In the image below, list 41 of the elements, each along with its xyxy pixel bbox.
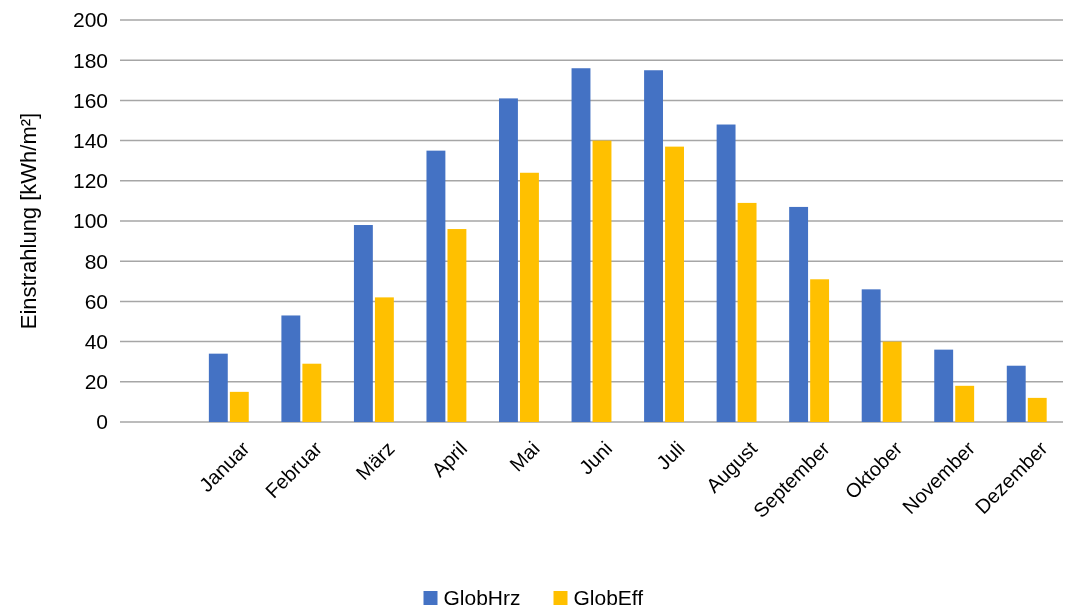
legend-label: GlobEff xyxy=(573,586,644,610)
y-tick-label: 140 xyxy=(72,128,108,152)
y-tick-label: 60 xyxy=(84,289,108,313)
y-tick-label: 160 xyxy=(72,88,108,112)
bar xyxy=(644,70,663,422)
bar xyxy=(571,68,591,422)
bar xyxy=(520,172,539,422)
y-tick-label: 120 xyxy=(72,169,108,193)
x-tick-label: Mai xyxy=(505,437,544,476)
bar xyxy=(934,349,954,422)
bar xyxy=(281,315,301,422)
x-tick-label: Juni xyxy=(574,437,617,479)
bar xyxy=(737,202,757,422)
bar xyxy=(810,279,830,422)
bar xyxy=(499,98,518,422)
bar xyxy=(353,225,373,422)
bar xyxy=(861,289,881,422)
bar xyxy=(665,146,684,422)
bar xyxy=(955,385,975,422)
y-tick-label: 0 xyxy=(96,410,108,434)
y-tick-label: 180 xyxy=(72,48,108,72)
bar xyxy=(592,140,612,422)
bar xyxy=(302,363,322,422)
bar xyxy=(1027,397,1047,422)
y-tick-label: 200 xyxy=(72,8,108,32)
bar xyxy=(447,229,467,422)
bar xyxy=(426,150,446,422)
y-axis-title: Einstrahlung [kWh/m²] xyxy=(16,112,41,330)
bar xyxy=(882,341,902,422)
bar xyxy=(716,124,736,422)
legend-label: GlobHrz xyxy=(443,586,521,610)
bar xyxy=(1006,365,1026,422)
y-tick-label: 80 xyxy=(84,249,108,273)
bar xyxy=(208,353,228,422)
bar xyxy=(374,297,394,422)
bar xyxy=(789,206,809,422)
x-tick-label: Juli xyxy=(651,437,689,474)
y-tick-label: 20 xyxy=(84,370,108,394)
y-tick-label: 100 xyxy=(72,209,108,233)
y-tick-label: 40 xyxy=(84,329,108,353)
bar xyxy=(229,391,249,422)
